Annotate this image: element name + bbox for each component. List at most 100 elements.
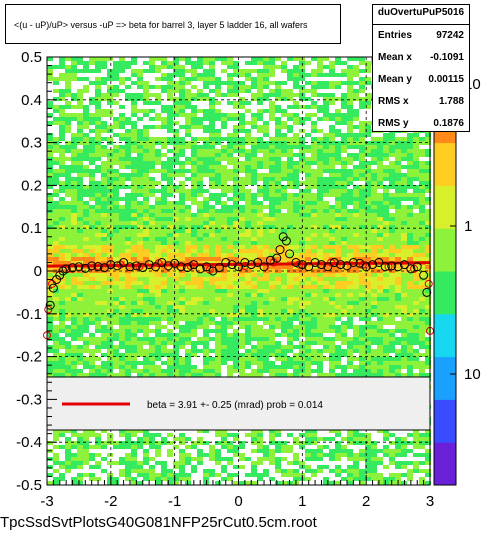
heatmap-cell	[83, 221, 89, 225]
heatmap-cell	[275, 73, 281, 77]
heatmap-cell	[65, 169, 71, 173]
heatmap-cell	[107, 229, 113, 233]
heatmap-cell	[197, 253, 203, 257]
heatmap-cell	[215, 293, 221, 297]
heatmap-cell	[161, 221, 167, 225]
heatmap-cell	[179, 197, 185, 201]
heatmap-cell	[137, 57, 143, 61]
heatmap-cell	[341, 365, 347, 369]
heatmap-cell	[95, 89, 101, 93]
heatmap-cell	[179, 313, 185, 317]
heatmap-cell	[101, 149, 107, 153]
heatmap-cell	[239, 81, 245, 85]
heatmap-cell	[227, 101, 233, 105]
heatmap-cell	[371, 145, 377, 149]
heatmap-cell	[395, 253, 401, 257]
heatmap-cell	[323, 333, 329, 337]
heatmap-cell	[287, 341, 293, 345]
heatmap-cell	[269, 105, 275, 109]
heatmap-cell	[77, 357, 83, 361]
heatmap-cell	[359, 341, 365, 345]
heatmap-cell	[401, 241, 407, 245]
heatmap-cell	[329, 113, 335, 117]
heatmap-cell	[59, 65, 65, 69]
heatmap-cell	[65, 249, 71, 253]
heatmap-cell	[281, 125, 287, 129]
heatmap-cell	[239, 209, 245, 213]
heatmap-cell	[365, 161, 371, 165]
heatmap-cell	[305, 177, 311, 181]
heatmap-cell	[131, 89, 137, 93]
heatmap-cell	[131, 337, 137, 341]
heatmap-cell	[125, 353, 131, 357]
heatmap-cell	[209, 297, 215, 301]
heatmap-cell	[281, 205, 287, 209]
heatmap-cell	[377, 165, 383, 169]
heatmap-cell	[179, 285, 185, 289]
heatmap-cell	[305, 273, 311, 277]
heatmap-cell	[203, 277, 209, 281]
heatmap-cell	[131, 277, 137, 281]
heatmap-cell	[251, 57, 257, 61]
heatmap-cell	[113, 253, 119, 257]
heatmap-cell	[143, 245, 149, 249]
heatmap-cell	[209, 229, 215, 233]
heatmap-cell	[413, 285, 419, 289]
heatmap-cell	[209, 133, 215, 137]
heatmap-cell	[413, 157, 419, 161]
heatmap-cell	[77, 217, 83, 221]
heatmap-cell	[197, 173, 203, 177]
heatmap-cell	[353, 317, 359, 321]
heatmap-cell	[359, 225, 365, 229]
heatmap-cell	[191, 221, 197, 225]
heatmap-cell	[137, 173, 143, 177]
heatmap-cell	[83, 89, 89, 93]
heatmap-cell	[149, 233, 155, 237]
heatmap-cell	[389, 181, 395, 185]
heatmap-cell	[137, 93, 143, 97]
heatmap-cell	[269, 221, 275, 225]
heatmap-cell	[389, 197, 395, 201]
heatmap-cell	[137, 85, 143, 89]
heatmap-cell	[257, 357, 263, 361]
heatmap-cell	[353, 121, 359, 125]
heatmap-cell	[329, 65, 335, 69]
heatmap-cell	[359, 313, 365, 317]
heatmap-cell	[101, 173, 107, 177]
heatmap-cell	[215, 273, 221, 277]
heatmap-cell	[263, 241, 269, 245]
heatmap-cell	[275, 257, 281, 261]
heatmap-cell	[395, 321, 401, 325]
heatmap-cell	[413, 177, 419, 181]
heatmap-cell	[71, 233, 77, 237]
heatmap-cell	[125, 233, 131, 237]
heatmap-cell	[149, 273, 155, 277]
heatmap-cell	[191, 361, 197, 365]
heatmap-cell	[89, 341, 95, 345]
heatmap-cell	[155, 293, 161, 297]
heatmap-cell	[185, 173, 191, 177]
heatmap-cell	[119, 353, 125, 357]
heatmap-cell	[275, 357, 281, 361]
heatmap-cell	[245, 257, 251, 261]
heatmap-cell	[389, 325, 395, 329]
heatmap-cell	[263, 317, 269, 321]
heatmap-cell	[227, 317, 233, 321]
heatmap-cell	[257, 325, 263, 329]
heatmap-cell	[215, 237, 221, 241]
heatmap-cell	[251, 365, 257, 369]
heatmap-cell	[71, 177, 77, 181]
heatmap-cell	[113, 225, 119, 229]
heatmap-cell	[317, 281, 323, 285]
heatmap-cell	[107, 81, 113, 85]
heatmap-cell	[83, 261, 89, 265]
heatmap-cell	[125, 97, 131, 101]
heatmap-cell	[203, 105, 209, 109]
heatmap-cell	[311, 137, 317, 141]
heatmap-cell	[167, 229, 173, 233]
heatmap-cell	[77, 153, 83, 157]
heatmap-cell	[341, 317, 347, 321]
heatmap-cell	[293, 273, 299, 277]
heatmap-cell	[47, 69, 53, 73]
heatmap-cell	[347, 241, 353, 245]
